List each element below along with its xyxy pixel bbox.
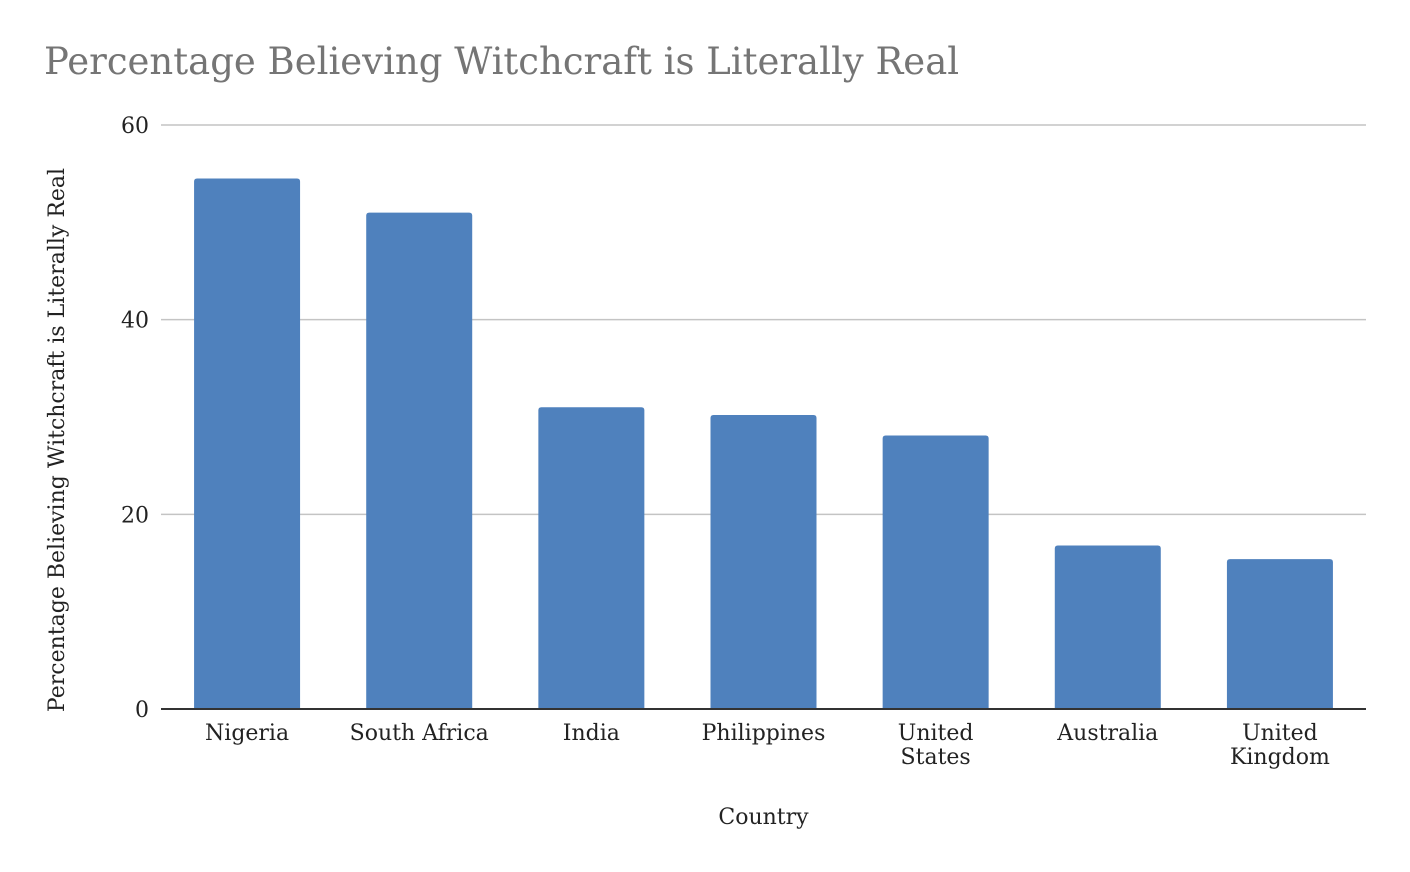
labels: 0 20 40 60 Nigeria South Africa India Philippin… [45, 114, 1330, 830]
bar-united-kingdom [1226, 559, 1333, 709]
bar-australia [1054, 545, 1161, 709]
x-tick-label: United Kingdom [1230, 721, 1330, 770]
x-tick-label: India [563, 721, 620, 746]
y-tick-label: 40 [121, 309, 149, 334]
x-tick-label: United States [898, 721, 974, 770]
y-tick-label: 20 [121, 503, 149, 528]
bar-philippines [710, 415, 817, 709]
bars [194, 178, 1333, 710]
bar-south-africa [366, 212, 473, 709]
bar-nigeria [194, 178, 301, 710]
x-tick-label: Australia [1056, 721, 1158, 746]
y-tick-label: 0 [135, 698, 149, 723]
bar-united-states [882, 435, 989, 709]
bar-india [538, 407, 645, 709]
x-axis-label: Country [718, 805, 809, 830]
x-tick-label: Nigeria [205, 721, 289, 746]
chart-title: Percentage Believing Witchcraft is Liter… [44, 40, 960, 83]
y-axis-label: Percentage Believing Witchcraft is Liter… [45, 168, 70, 712]
x-tick-label: South Africa [350, 721, 489, 746]
x-tick-label: Philippines [702, 721, 826, 746]
y-tick-label: 60 [121, 114, 149, 139]
